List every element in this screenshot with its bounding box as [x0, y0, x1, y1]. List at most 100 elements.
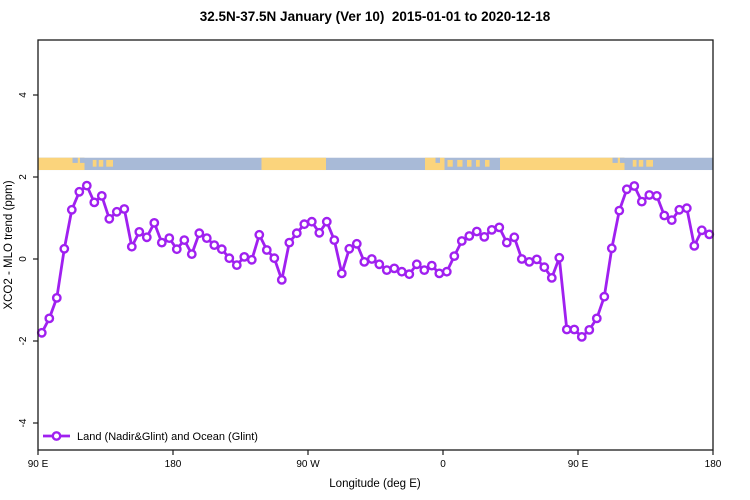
map-band-island [646, 159, 653, 167]
data-point [81, 180, 92, 191]
data-point [366, 254, 377, 264]
data-point [149, 217, 160, 228]
map-band-coast-notch [612, 157, 618, 163]
data-point [74, 186, 85, 197]
data-point [381, 265, 392, 275]
data-point [254, 229, 265, 240]
data-point [434, 268, 445, 279]
data-point [456, 236, 467, 246]
x-tick-label: 0 [440, 459, 446, 470]
data-point [509, 232, 520, 243]
data-point [344, 243, 355, 254]
data-point [614, 205, 625, 216]
data-point [89, 197, 100, 208]
map-band-island [98, 159, 104, 167]
map-band-land [425, 157, 445, 171]
map-band-land [500, 157, 625, 171]
data-point [44, 313, 55, 324]
map-band-island [92, 159, 97, 167]
data-series [36, 180, 715, 342]
data-point [276, 274, 287, 285]
data-point [411, 259, 422, 270]
data-point [134, 226, 145, 237]
data-point [546, 272, 557, 283]
x-tick-label: 90 E [28, 459, 49, 470]
data-point [561, 324, 572, 335]
y-tick-label: 2 [18, 174, 29, 180]
world-map-band [38, 157, 713, 171]
data-point [299, 219, 310, 230]
data-point [374, 259, 385, 270]
data-point [554, 252, 565, 263]
data-point [336, 268, 347, 279]
data-point [224, 253, 235, 264]
data-point [179, 235, 190, 246]
data-point [201, 233, 212, 244]
y-tick-label: -4 [18, 418, 29, 427]
x-tick-label: 180 [165, 459, 182, 470]
data-point [66, 204, 77, 215]
map-band-island [106, 159, 113, 167]
data-point [621, 184, 632, 195]
data-point [486, 224, 497, 235]
data-point [591, 313, 602, 324]
y-tick-label: 0 [18, 256, 29, 262]
data-point [171, 244, 182, 255]
data-point [351, 238, 362, 249]
data-point [704, 229, 715, 240]
chart-title: 32.5N-37.5N January (Ver 10) 2015-01-01 … [200, 9, 551, 24]
plot-border [37, 39, 714, 451]
data-point [636, 196, 647, 207]
data-point [306, 216, 317, 227]
data-point [531, 254, 542, 265]
y-axis-label: XCO2 - MLO trend (ppm) [3, 180, 15, 309]
map-band-island [476, 159, 480, 167]
data-point [291, 228, 302, 239]
data-point [51, 292, 62, 303]
data-point [659, 210, 670, 221]
map-band-land [261, 157, 326, 171]
x-axis-label: Longitude (deg E) [329, 478, 421, 490]
data-point [329, 235, 340, 246]
data-point [494, 222, 505, 233]
data-point [314, 227, 325, 238]
data-point [126, 241, 137, 252]
data-point [239, 251, 250, 262]
data-point [194, 228, 205, 239]
map-band-island [457, 159, 463, 167]
legend-circle-marker-icon [51, 431, 62, 441]
legend: Land (Nadir&Glint) and Ocean (Glint) [43, 431, 258, 443]
data-point [404, 269, 415, 280]
map-band-coast-notch [72, 157, 78, 163]
data-point [606, 243, 617, 254]
data-point [261, 245, 272, 255]
data-point [269, 253, 280, 264]
data-point [231, 260, 242, 270]
data-point [696, 225, 707, 236]
data-point [501, 237, 512, 248]
data-point [156, 237, 167, 248]
data-point [164, 233, 175, 244]
data-point [36, 327, 47, 338]
data-point [651, 190, 662, 201]
data-point [141, 232, 152, 243]
data-point [186, 249, 197, 260]
data-point [516, 254, 527, 264]
map-band-island [447, 159, 453, 167]
data-point [584, 324, 595, 335]
data-point [426, 260, 437, 271]
data-point [59, 243, 70, 254]
data-point [209, 240, 220, 251]
data-point [396, 266, 407, 277]
y-tick-label: 4 [18, 92, 29, 98]
data-point [111, 206, 122, 217]
data-point [441, 266, 452, 277]
data-point [644, 190, 655, 200]
data-point [539, 262, 550, 273]
data-point [419, 265, 430, 275]
data-point [674, 204, 685, 215]
y-tick-label: -2 [18, 336, 29, 345]
map-band-coast-notch [435, 157, 440, 163]
map-band-island [467, 159, 472, 167]
